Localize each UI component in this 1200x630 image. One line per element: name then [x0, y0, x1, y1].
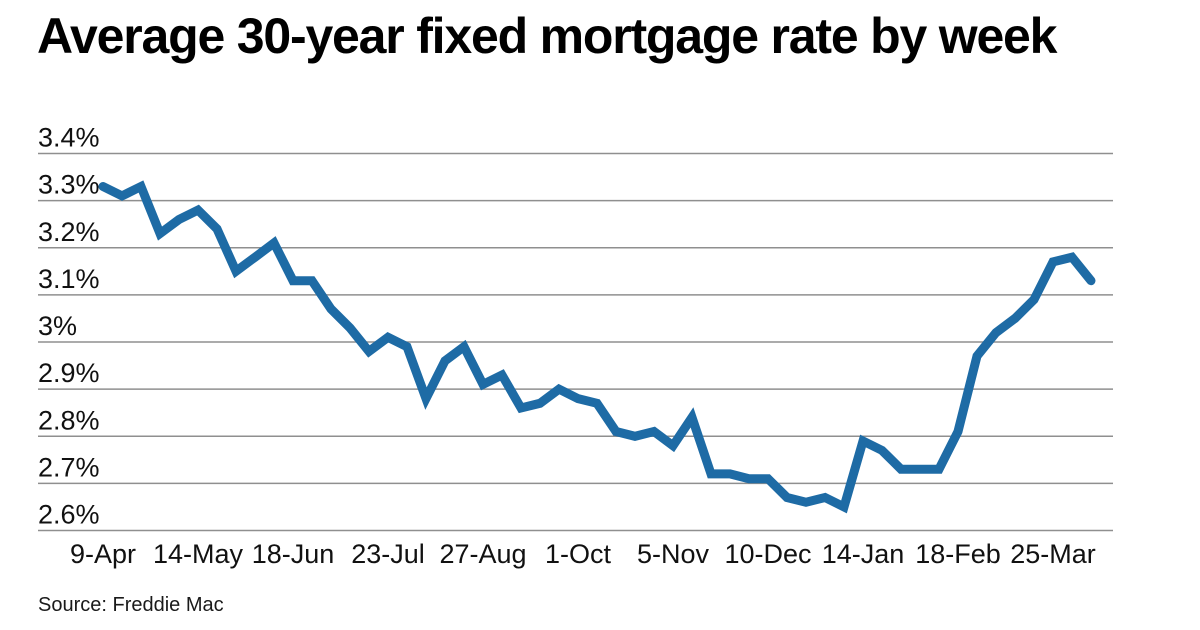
y-axis-tick-label: 3.2% [38, 217, 100, 247]
x-axis-tick-label: 5-Nov [637, 539, 710, 569]
x-axis-tick-label: 1-Oct [545, 539, 612, 569]
rate-line-series [98, 180, 1096, 514]
y-axis-tick-label: 2.8% [38, 405, 100, 435]
x-axis-tick-label: 27-Aug [439, 539, 526, 569]
y-axis-tick-label: 2.9% [38, 358, 100, 388]
x-axis-tick-label: 23-Jul [351, 539, 425, 569]
x-axis-tick-label: 25-Mar [1010, 539, 1096, 569]
chart-title: Average 30-year fixed mortgage rate by w… [37, 8, 1057, 64]
y-axis-tick-label: 3.3% [38, 170, 100, 200]
x-axis-tick-label: 9-Apr [70, 539, 136, 569]
x-axis-tick-label: 18-Jun [252, 539, 335, 569]
y-axis-tick-label: 3.1% [38, 264, 100, 294]
x-axis-tick-label: 14-May [153, 539, 244, 569]
x-axis-tick-label: 14-Jan [822, 539, 905, 569]
y-axis-tick-label: 2.6% [38, 500, 100, 530]
source-attribution: Source: Freddie Mac [38, 594, 224, 616]
y-axis-tick-label: 3.4% [38, 123, 100, 153]
x-axis-tick-label: 10-Dec [724, 539, 811, 569]
y-axis-tick-label: 2.7% [38, 452, 100, 482]
x-axis-tick-label: 18-Feb [915, 539, 1001, 569]
y-axis-tick-label: 3% [38, 311, 77, 341]
